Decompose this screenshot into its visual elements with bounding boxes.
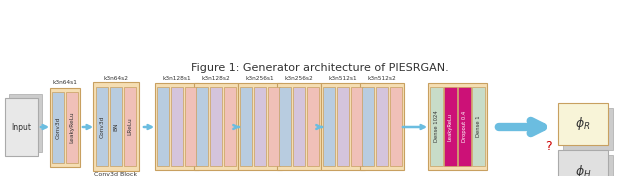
Text: k3n256s1: k3n256s1 bbox=[246, 77, 275, 81]
Bar bbox=[444, 87, 457, 166]
Bar bbox=[337, 87, 349, 166]
Bar bbox=[238, 83, 282, 170]
Bar bbox=[240, 87, 252, 166]
Bar bbox=[157, 87, 170, 166]
Text: Dense 1: Dense 1 bbox=[476, 116, 481, 137]
Text: Figure 1: Generator architecture of PIESRGAN.: Figure 1: Generator architecture of PIES… bbox=[191, 63, 449, 73]
Bar bbox=[66, 92, 78, 163]
Bar bbox=[558, 103, 608, 145]
Bar bbox=[268, 87, 280, 166]
Bar bbox=[93, 82, 139, 171]
Text: k3n512s1: k3n512s1 bbox=[329, 77, 357, 81]
Bar bbox=[390, 87, 402, 166]
Text: k3n64s2: k3n64s2 bbox=[104, 77, 129, 81]
Text: $\phi_R$: $\phi_R$ bbox=[575, 115, 591, 133]
Text: Conv3d Block: Conv3d Block bbox=[95, 171, 138, 176]
Text: LReLu: LReLu bbox=[127, 118, 132, 135]
Text: ?: ? bbox=[545, 140, 551, 153]
Bar bbox=[563, 108, 613, 150]
Text: LeakyReLu: LeakyReLu bbox=[69, 112, 74, 143]
Bar bbox=[223, 87, 236, 166]
Text: Dense 1024: Dense 1024 bbox=[434, 111, 439, 142]
Bar bbox=[563, 155, 613, 176]
Bar bbox=[50, 88, 80, 167]
Bar bbox=[52, 92, 64, 163]
Text: Dropout 0.4: Dropout 0.4 bbox=[462, 111, 467, 142]
Text: k3n128s1: k3n128s1 bbox=[163, 77, 191, 81]
Bar bbox=[277, 83, 321, 170]
Bar bbox=[110, 87, 122, 166]
Text: $\phi_H$: $\phi_H$ bbox=[575, 162, 591, 176]
Text: Conv3d: Conv3d bbox=[100, 115, 105, 138]
Bar bbox=[5, 98, 38, 156]
Bar bbox=[210, 87, 222, 166]
Text: Input: Input bbox=[12, 122, 31, 131]
Bar bbox=[96, 87, 108, 166]
Bar bbox=[430, 87, 443, 166]
Bar bbox=[185, 87, 197, 166]
Bar bbox=[254, 87, 266, 166]
Bar bbox=[196, 87, 209, 166]
Bar bbox=[428, 83, 487, 170]
Bar bbox=[279, 87, 291, 166]
Bar bbox=[351, 87, 363, 166]
Text: Conv3d: Conv3d bbox=[56, 116, 61, 139]
Bar bbox=[293, 87, 305, 166]
Bar bbox=[171, 87, 183, 166]
Text: BN: BN bbox=[113, 122, 118, 131]
Bar bbox=[360, 83, 404, 170]
Text: k3n512s2: k3n512s2 bbox=[367, 77, 396, 81]
Bar bbox=[307, 87, 319, 166]
Bar bbox=[124, 87, 136, 166]
Bar bbox=[9, 94, 42, 152]
Text: k3n64s1: k3n64s1 bbox=[52, 80, 77, 86]
Bar bbox=[323, 87, 335, 166]
Bar bbox=[194, 83, 238, 170]
Bar bbox=[558, 150, 608, 176]
Bar bbox=[472, 87, 485, 166]
Bar bbox=[458, 87, 471, 166]
Text: k3n256s2: k3n256s2 bbox=[285, 77, 314, 81]
Bar bbox=[155, 83, 199, 170]
Bar bbox=[362, 87, 374, 166]
Text: k3n128s2: k3n128s2 bbox=[202, 77, 230, 81]
Bar bbox=[376, 87, 388, 166]
Bar bbox=[321, 83, 365, 170]
Text: LeakyReLu: LeakyReLu bbox=[448, 112, 453, 141]
